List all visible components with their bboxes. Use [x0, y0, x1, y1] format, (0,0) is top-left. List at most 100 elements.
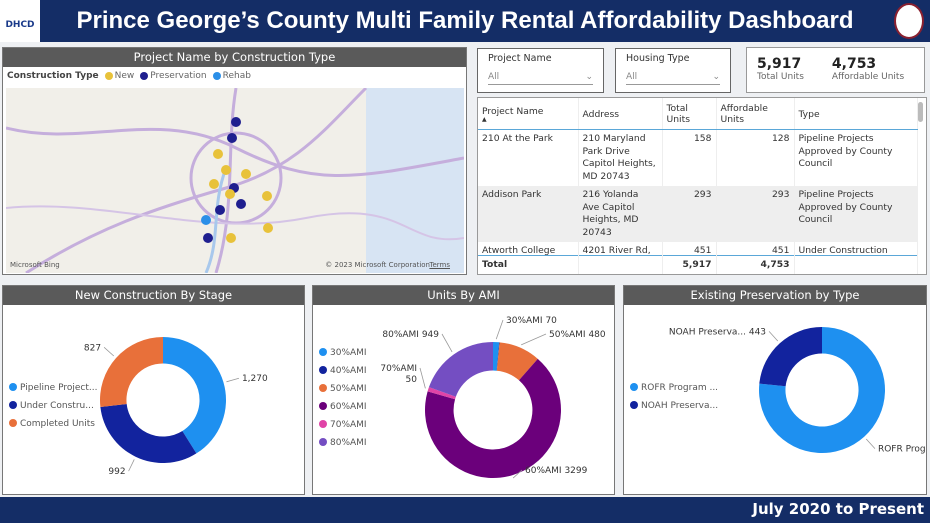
map-copyright: © 2023 Microsoft Corporation	[325, 261, 430, 269]
map-panel: Project Name by Construction Type Constr…	[2, 47, 467, 275]
donut-slice-1[interactable]	[759, 327, 822, 387]
legend-marker	[319, 366, 327, 374]
col-project-name[interactable]: Project Name ▲	[478, 98, 579, 130]
table-cell: 128	[716, 129, 795, 186]
donut-slice-5[interactable]	[428, 342, 493, 397]
map-roads	[5, 86, 465, 275]
dhcd-logo: DHCD	[0, 0, 40, 42]
housing-type-dropdown[interactable]: All ⌄	[626, 72, 720, 85]
legend-marker	[9, 383, 17, 391]
table-cell: Pipeline Projects Approved by County Cou…	[794, 186, 918, 242]
leader-line	[419, 367, 426, 389]
table-total-row: Total 5,917 4,753	[478, 254, 918, 274]
legend-item[interactable]: 50%AMI	[330, 384, 367, 394]
table-cell: 158	[662, 129, 717, 186]
legend-rehab[interactable]: Rehab	[212, 71, 251, 81]
table-cell: 210 Maryland Park Drive Capitol Heights,…	[578, 129, 663, 186]
legend-marker	[319, 402, 327, 410]
donut-slice-3[interactable]	[425, 358, 561, 478]
chevron-down-icon: ⌄	[712, 72, 720, 82]
donut-slice-2[interactable]	[496, 342, 538, 381]
donut-slice-1[interactable]	[496, 342, 500, 371]
slicer-label: Project Name	[488, 53, 552, 64]
legend-marker	[9, 401, 17, 409]
data-label: 80%AMI 949	[382, 330, 439, 340]
col-type[interactable]: Type	[794, 98, 918, 130]
data-label: 992	[108, 467, 125, 477]
legend-item[interactable]: Pipeline Project...	[20, 383, 97, 393]
data-label: NOAH Preserva... 443	[669, 327, 766, 337]
donut-slice-0[interactable]	[163, 337, 227, 454]
leader-line	[768, 331, 779, 342]
map-canvas[interactable]: Microsoft Bing © 2023 Microsoft Corporat…	[5, 86, 465, 275]
preservation-panel: Existing Preservation by Type ROFR Progr…	[623, 285, 930, 495]
col-address[interactable]: Address	[578, 98, 663, 130]
data-label: 827	[84, 343, 101, 353]
kpi-card: 5,917 Total Units 4,753 Affordable Units	[746, 47, 925, 93]
chart-title: New Construction By Stage	[3, 286, 304, 305]
legend-marker	[319, 384, 327, 392]
leader-line	[865, 438, 876, 449]
housing-type-slicer[interactable]: Housing Type All ⌄	[615, 48, 731, 93]
table-scrollbar[interactable]	[918, 102, 923, 122]
chart-title: Existing Preservation by Type	[624, 286, 926, 305]
map-points	[201, 117, 273, 243]
donut-slice-1[interactable]	[100, 404, 197, 463]
legend-item[interactable]: NOAH Preserva...	[641, 401, 718, 411]
legend-item[interactable]: 80%AMI	[330, 438, 367, 448]
legend-item[interactable]: 40%AMI	[330, 366, 367, 376]
legend-title: Construction Type	[7, 71, 99, 81]
map-legend: Construction Type New Preservation Rehab	[3, 67, 466, 85]
legend-item[interactable]: Under Constru...	[20, 401, 94, 411]
footer-bar: July 2020 to Present	[0, 497, 930, 523]
new-construction-panel: New Construction By Stage 1,270 992 827 Pip…	[2, 285, 305, 495]
legend-item[interactable]: Completed Units	[20, 419, 95, 429]
donut-slice-0[interactable]	[493, 342, 500, 371]
leader-line	[512, 469, 523, 479]
legend-marker	[630, 383, 638, 391]
col-affordable-units[interactable]: Affordable Units	[716, 98, 795, 130]
leader-line	[103, 347, 115, 357]
legend-item[interactable]: 30%AMI	[330, 348, 367, 358]
units-by-ami-panel: Units By AMI 30%AMI 70 50%AMI 480 60%AMI 3…	[312, 285, 615, 495]
legend-item[interactable]: ROFR Program ...	[641, 383, 718, 393]
table-cell: Pipeline Projects Approved by County Cou…	[794, 129, 918, 186]
logo-text: DHCD	[5, 20, 35, 30]
county-seal-icon	[894, 3, 924, 39]
donut-slice-2[interactable]	[100, 337, 163, 408]
leader-line	[441, 333, 453, 353]
legend-new[interactable]: New	[104, 71, 134, 81]
new-construction-donut: 1,270 992 827 Pipeline Project... Under Cons…	[9, 337, 268, 477]
legend-item[interactable]: 70%AMI	[330, 420, 367, 430]
project-name-dropdown[interactable]: All ⌄	[488, 72, 593, 85]
table-cell: 293	[716, 186, 795, 242]
kpi-total-units: 5,917 Total Units	[757, 56, 804, 82]
leader-line	[128, 459, 135, 472]
map-terms-link[interactable]: Terms	[429, 261, 450, 269]
donut-slice-0[interactable]	[759, 327, 885, 453]
units-by-ami-donut: 30%AMI 70 50%AMI 480 60%AMI 3299 70%AMI 50 80…	[319, 316, 606, 479]
projects-table: Project Name ▲ Address Total Units Afford…	[477, 97, 927, 275]
legend-item[interactable]: 60%AMI	[330, 402, 367, 412]
preservation-donut: ROFR Progra... 1452 NOAH Preserva... 443 R…	[630, 327, 930, 455]
data-label: 70%AMI 50	[380, 364, 417, 385]
legend-marker	[319, 420, 327, 428]
page-title: Prince George’s County Multi Family Rent…	[76, 7, 854, 34]
col-total-units[interactable]: Total Units	[662, 98, 717, 130]
project-name-slicer[interactable]: Project Name All ⌄	[477, 48, 604, 93]
leader-line	[226, 377, 240, 383]
data-label: 50%AMI 480	[549, 330, 606, 340]
legend-marker	[319, 438, 327, 446]
table-row[interactable]: Addison Park 216 Yolanda Ave Capitol Heig…	[478, 186, 918, 242]
table-cell: Addison Park	[478, 186, 579, 242]
header-bar	[0, 0, 930, 42]
data-label: 60%AMI 3299	[525, 466, 588, 476]
chart-title: Units By AMI	[313, 286, 614, 305]
leader-line	[495, 319, 504, 340]
donut-slice-4[interactable]	[427, 387, 456, 400]
legend-marker	[9, 419, 17, 427]
legend-preservation[interactable]: Preservation	[140, 71, 207, 81]
data-label: 30%AMI 70	[506, 316, 557, 326]
table-row[interactable]: 210 At the Park 210 Maryland Park Drive C…	[478, 129, 918, 186]
chevron-down-icon: ⌄	[585, 72, 593, 82]
